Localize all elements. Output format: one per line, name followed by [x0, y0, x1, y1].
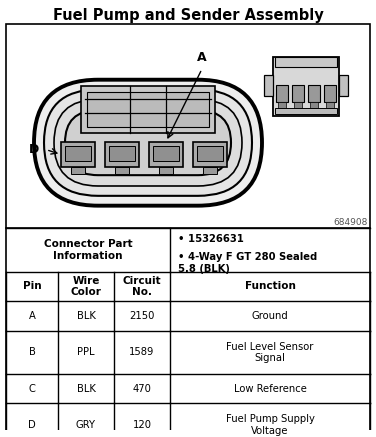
- Text: Circuit
No.: Circuit No.: [123, 276, 161, 297]
- FancyBboxPatch shape: [294, 102, 302, 108]
- FancyBboxPatch shape: [87, 91, 209, 127]
- Text: A: A: [197, 51, 207, 63]
- FancyBboxPatch shape: [54, 99, 242, 186]
- FancyBboxPatch shape: [324, 85, 336, 102]
- FancyBboxPatch shape: [308, 85, 320, 102]
- Text: GRY: GRY: [76, 420, 96, 430]
- FancyBboxPatch shape: [65, 110, 231, 175]
- Text: 120: 120: [132, 420, 152, 430]
- FancyBboxPatch shape: [203, 167, 217, 174]
- Text: BLK: BLK: [77, 384, 96, 394]
- FancyBboxPatch shape: [273, 57, 339, 116]
- FancyBboxPatch shape: [275, 108, 337, 114]
- Text: Wire
Color: Wire Color: [71, 276, 102, 297]
- FancyBboxPatch shape: [34, 80, 262, 206]
- Text: Fuel Pump Supply
Voltage: Fuel Pump Supply Voltage: [226, 414, 314, 436]
- FancyBboxPatch shape: [276, 85, 288, 102]
- FancyBboxPatch shape: [153, 146, 179, 161]
- FancyBboxPatch shape: [197, 146, 223, 161]
- Text: D: D: [28, 420, 36, 430]
- FancyBboxPatch shape: [61, 142, 95, 167]
- Text: C: C: [29, 384, 35, 394]
- Text: 2150: 2150: [129, 311, 155, 321]
- FancyBboxPatch shape: [292, 85, 304, 102]
- FancyBboxPatch shape: [81, 86, 215, 133]
- Text: 684908: 684908: [334, 218, 368, 227]
- Text: Pin: Pin: [23, 281, 41, 291]
- FancyBboxPatch shape: [310, 102, 318, 108]
- FancyBboxPatch shape: [44, 90, 252, 196]
- FancyBboxPatch shape: [115, 167, 129, 174]
- FancyBboxPatch shape: [109, 146, 135, 161]
- Text: 1589: 1589: [129, 347, 155, 357]
- Text: Function: Function: [244, 281, 296, 291]
- FancyBboxPatch shape: [326, 102, 334, 108]
- FancyBboxPatch shape: [71, 167, 85, 174]
- Text: D: D: [29, 143, 39, 156]
- Text: Connector Part
Information: Connector Part Information: [44, 239, 132, 261]
- FancyBboxPatch shape: [65, 146, 91, 161]
- FancyBboxPatch shape: [275, 57, 337, 67]
- FancyBboxPatch shape: [159, 167, 173, 174]
- FancyBboxPatch shape: [105, 142, 139, 167]
- FancyBboxPatch shape: [149, 142, 183, 167]
- FancyBboxPatch shape: [339, 75, 348, 97]
- Text: Fuel Level Sensor
Signal: Fuel Level Sensor Signal: [226, 341, 314, 363]
- Text: BLK: BLK: [77, 311, 96, 321]
- Text: Ground: Ground: [252, 311, 288, 321]
- Text: A: A: [29, 311, 35, 321]
- FancyBboxPatch shape: [278, 102, 286, 108]
- Text: • 15326631: • 15326631: [178, 234, 244, 244]
- Text: B: B: [29, 347, 35, 357]
- Text: • 4-Way F GT 280 Sealed
5.8 (BLK): • 4-Way F GT 280 Sealed 5.8 (BLK): [178, 252, 317, 274]
- FancyBboxPatch shape: [264, 75, 273, 97]
- Text: Low Reference: Low Reference: [233, 384, 306, 394]
- FancyBboxPatch shape: [193, 142, 227, 167]
- Text: Fuel Pump and Sender Assembly: Fuel Pump and Sender Assembly: [53, 8, 323, 23]
- Text: PPL: PPL: [77, 347, 95, 357]
- Text: 470: 470: [133, 384, 152, 394]
